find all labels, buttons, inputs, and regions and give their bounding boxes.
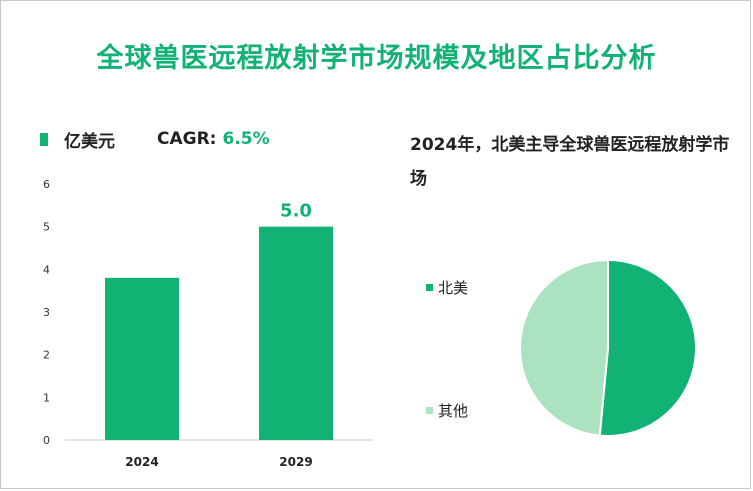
- cagr-value: 6.5%: [222, 129, 270, 149]
- pie-title: 2024年，北美主导全球兽医远程放射学市场: [410, 135, 730, 189]
- y-tick-label: 2: [43, 349, 50, 362]
- page-title: 全球兽医远程放射学市场规模及地区占比分析: [96, 43, 657, 74]
- pie-legend-label: 其他: [438, 402, 469, 420]
- y-tick-label: 5: [43, 221, 50, 234]
- legend-swatch: [40, 132, 48, 146]
- y-tick-label: 1: [43, 391, 50, 404]
- pie-legend-item: 其他: [426, 400, 468, 421]
- y-tick-label: 3: [43, 306, 50, 319]
- bar: [259, 226, 333, 440]
- y-tick-label: 0: [43, 434, 50, 447]
- bar: [105, 277, 179, 440]
- pie-legend-swatch: [426, 284, 433, 291]
- data-label: 5.0: [280, 201, 312, 222]
- pie-legend-label: 北美: [438, 279, 469, 297]
- legend-unit-label: 亿美元: [64, 131, 115, 152]
- pie-legend-swatch: [426, 407, 433, 414]
- x-tick-label: 2029: [279, 455, 312, 469]
- y-tick-label: 4: [43, 263, 50, 276]
- bar-chart: 0 1 2 3 4 5 6 2024 2029 5.0: [43, 178, 373, 469]
- bar-legend: 亿美元 CAGR: 6.5%: [40, 127, 270, 152]
- y-tick-label: 6: [43, 178, 50, 191]
- x-tick-label: 2024: [125, 455, 158, 469]
- pie-legend-item: 北美: [426, 277, 468, 298]
- cagr-label: CAGR:: [157, 129, 217, 149]
